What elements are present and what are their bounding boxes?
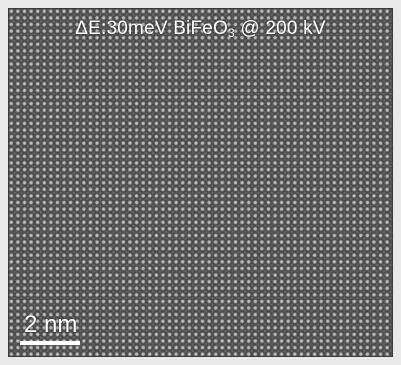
scale-bar-line: [20, 341, 80, 345]
scale-bar-label: 2 nm: [24, 311, 78, 338]
title-subscript: 3: [228, 26, 235, 40]
micrograph-texture: [8, 8, 393, 357]
title-prefix: ΔE:30meV BiFeO: [75, 18, 229, 39]
title-suffix: @ 200 kV: [234, 18, 326, 39]
tem-micrograph: ΔE:30meV BiFeO3 @ 200 kV 2 nm: [8, 8, 393, 357]
scale-bar: 2 nm: [18, 307, 118, 347]
image-title: ΔE:30meV BiFeO3 @ 200 kV: [8, 18, 393, 40]
